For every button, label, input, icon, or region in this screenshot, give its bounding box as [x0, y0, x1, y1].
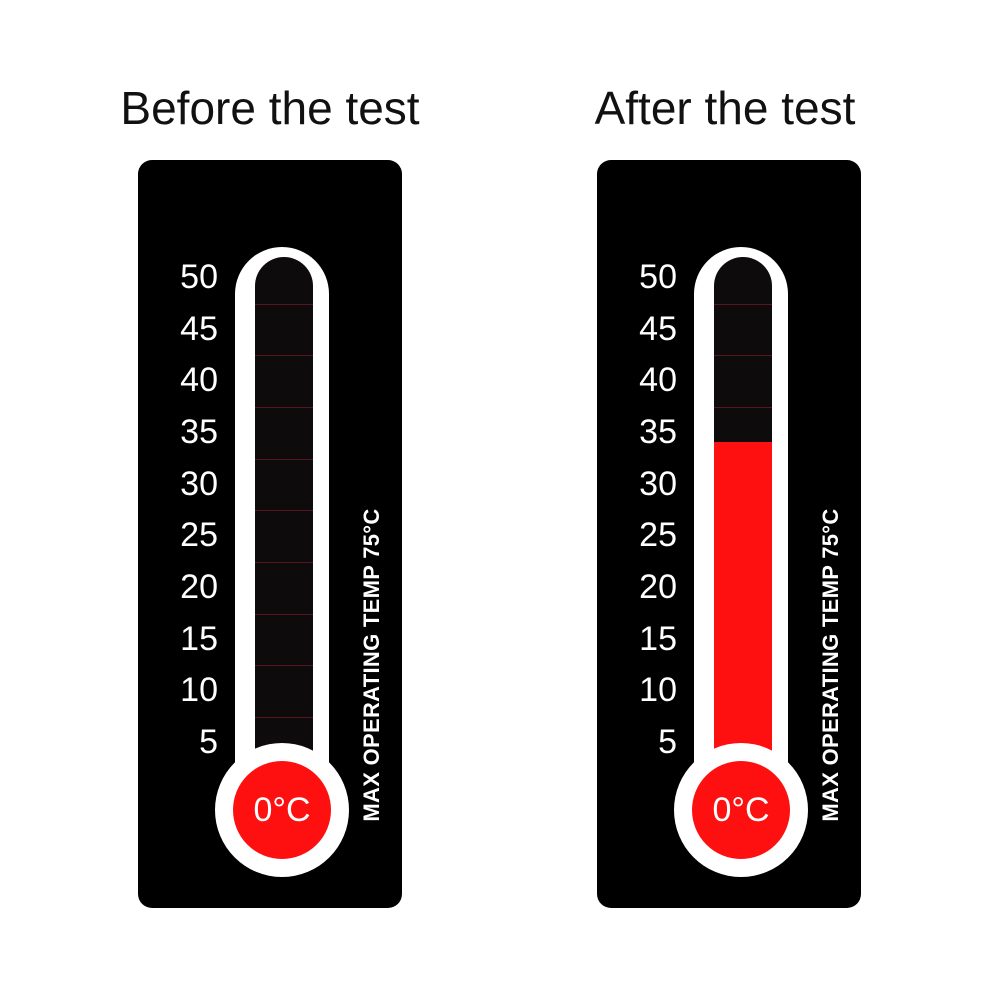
- scale-tick: [714, 355, 772, 357]
- indicator-fill: [714, 442, 772, 797]
- scale-tick: [714, 303, 772, 305]
- bulb-label: 0°C: [712, 791, 770, 829]
- thermometer-label: 0°C MAX OPERATING TEMP 75°C 50 45 40 35 30 25 2…: [597, 160, 861, 908]
- scale-tick: [255, 355, 313, 357]
- scale-tick: [255, 562, 313, 563]
- scale-number: 40: [639, 361, 677, 400]
- max-temp-label: MAX OPERATING TEMP 75°C: [818, 508, 843, 822]
- scale-tick: [714, 407, 772, 408]
- scale-number: 30: [180, 464, 218, 503]
- scale-number: 40: [180, 361, 218, 400]
- scale-tick: [255, 407, 313, 408]
- scale-number: 25: [639, 516, 677, 555]
- scale-number: 45: [180, 309, 218, 348]
- panel-title: Before the test: [120, 82, 420, 134]
- scale-number: 10: [180, 671, 218, 710]
- scale-tick: [255, 458, 313, 460]
- scale-number: 20: [180, 568, 218, 606]
- bulb: [233, 761, 331, 859]
- scale-number: 10: [639, 671, 677, 710]
- scale-number: 5: [199, 723, 218, 761]
- scale-number: 35: [639, 413, 677, 451]
- scale-number: 5: [658, 723, 677, 761]
- panel-title: After the test: [594, 82, 856, 134]
- scale-number: 35: [180, 413, 218, 451]
- scale-tick: [255, 510, 313, 512]
- scale-tick: [255, 717, 313, 718]
- scale-tick: [255, 303, 313, 305]
- scale-number: 50: [180, 258, 218, 296]
- scale-number: 50: [639, 258, 677, 296]
- scale-number: 30: [639, 464, 677, 503]
- scale-number: 25: [180, 516, 218, 555]
- bulb: [692, 761, 790, 859]
- max-temp-label: MAX OPERATING TEMP 75°C: [359, 508, 384, 822]
- scale-tick: [255, 613, 313, 615]
- bulb-label: 0°C: [253, 791, 311, 829]
- scale-number: 20: [639, 568, 677, 606]
- scale-tick: [255, 665, 313, 667]
- scale-number: 45: [639, 309, 677, 348]
- scale-number: 15: [639, 619, 677, 658]
- scale-number: 15: [180, 619, 218, 658]
- tube-channel: [255, 257, 313, 797]
- thermometer-label: 0°C MAX OPERATING TEMP 75°C 50 45 40 35 30 25 2…: [138, 160, 402, 908]
- tube-channel: [714, 257, 772, 797]
